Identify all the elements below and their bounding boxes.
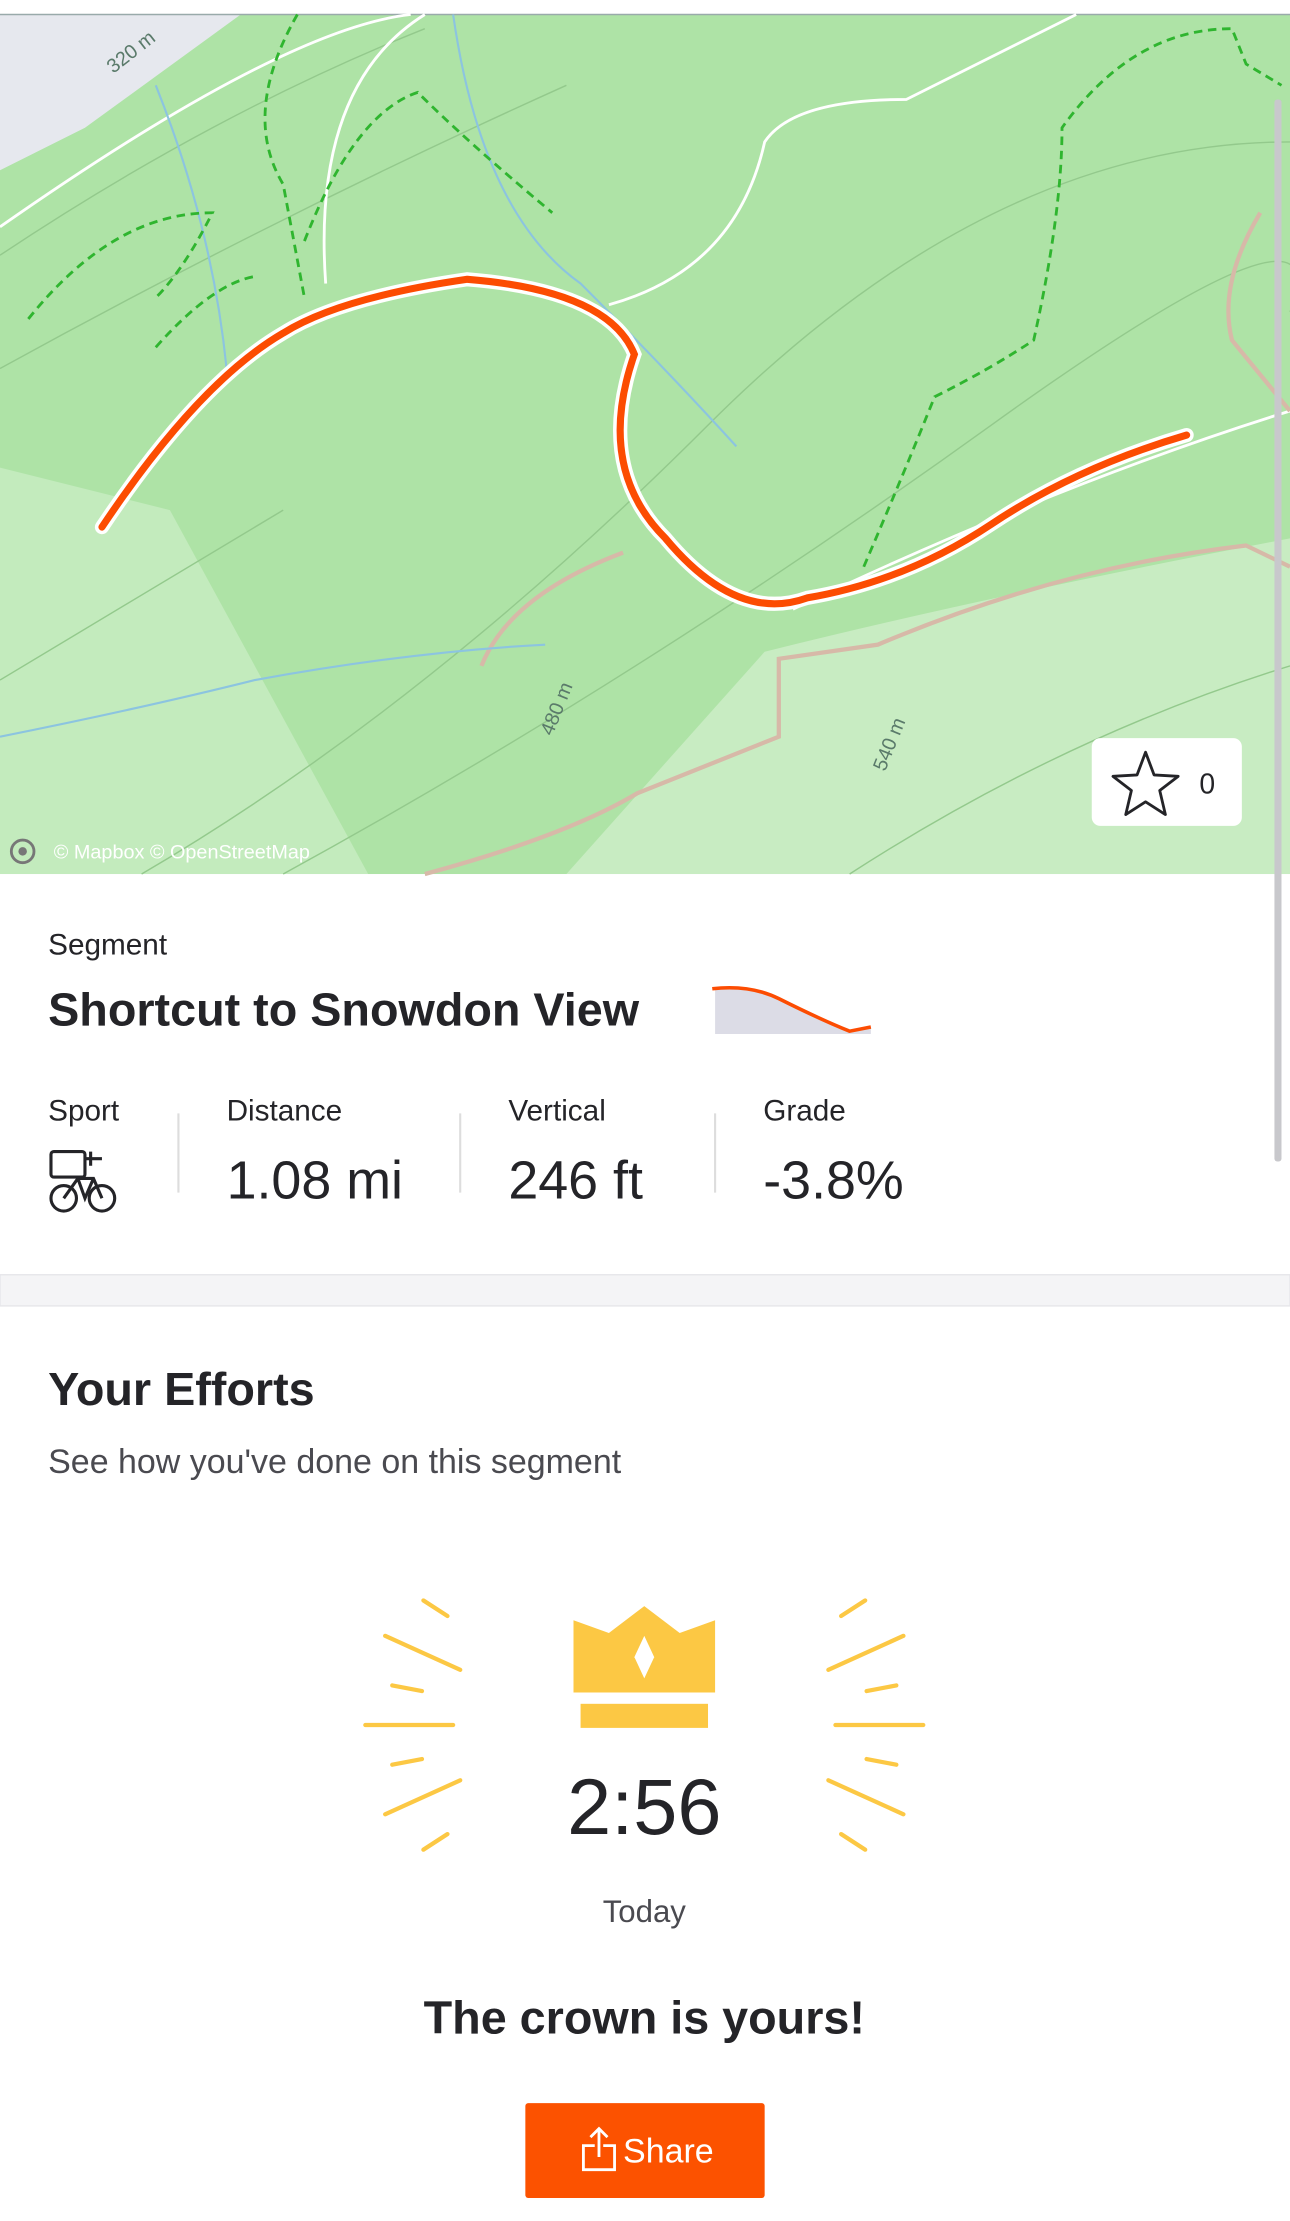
mapbox-logo-part [18,847,27,856]
map-part-part [849,665,1290,875]
elevation-profile-part [715,986,871,1035]
star-button-part [1111,750,1180,816]
elevation-profile [712,985,872,1035]
map-part-part [424,543,1290,877]
stat-label: Sport [48,1094,120,1127]
stat-label: Distance [227,1094,343,1127]
crown-message: The crown is yours! [424,1992,865,2044]
crown-rays-part [826,1633,906,1672]
map-part-part [322,13,426,284]
ebike-icon-part [62,1176,104,1203]
crown-icon-part [634,1635,655,1679]
ebike-icon-part [49,1150,87,1179]
attribution[interactable]: © Mapbox © OpenStreetMap [54,841,310,863]
scrollbar [1274,99,1282,1162]
crown-rays-part [390,1683,425,1694]
share-button-part [581,2126,616,2172]
map-part-part [0,27,426,256]
map-part [27,13,1283,568]
map-part-part [303,90,554,242]
map-part-part [862,27,1283,568]
crown-rays-part [864,1683,899,1694]
ebike-icon-part [87,1183,117,1213]
crown-rays-part [838,1831,868,1852]
map-part-part [0,13,411,229]
map-part-part [1226,211,1290,413]
crown-rays-part [390,1756,425,1767]
star-button[interactable] [1091,738,1242,826]
effort-date: Today [603,1894,687,1929]
map-part-part [263,13,306,298]
segment-label: Segment [48,929,168,962]
map-part-part [141,141,1290,875]
crown-rays-part [838,1598,868,1619]
map-part-part [154,275,256,349]
section-separator [0,1274,1290,1307]
map-part-part [0,509,284,681]
stat-divider [177,1113,717,1193]
stat-value: 246 ft [508,1150,643,1210]
crown-icon-part [580,1703,709,1728]
map-part-part [452,14,738,448]
crown-rays [363,1598,926,1852]
stat-value: 1.08 mi [227,1150,403,1210]
stat-value: -3.8% [763,1150,904,1210]
map-part-part [0,84,567,370]
effort-time: 2:56 [567,1762,721,1851]
crown-rays-part [826,1778,906,1817]
map-part-part [608,13,1077,307]
map-part-part [154,84,228,369]
crown-rays-part [383,1633,463,1672]
stat-label: Grade [763,1094,846,1127]
mapbox-logo[interactable] [9,838,36,865]
ebike-icon-part [49,1183,79,1213]
efforts-subtitle: See how you've done on this segment [48,1443,622,1481]
star-count: 0 [1199,768,1215,800]
crown-rays-part [864,1756,899,1767]
crown-rays-part [421,1598,450,1619]
mapbox-logo-part [9,838,36,865]
star-button-part [1091,738,1242,826]
ebike-icon [49,1150,117,1213]
elevation-profile-part [712,985,872,1034]
share-label[interactable]: Share [623,2133,714,2171]
stat-label: Vertical [508,1094,605,1127]
share-button[interactable] [525,2103,765,2199]
map-part [0,14,738,738]
map-part-part [0,643,546,738]
crown-icon [573,1606,716,1728]
map-part [0,467,369,875]
crown-rays-part [421,1831,450,1852]
map-part [98,275,1191,608]
segment-name: Shortcut to Snowdon View [48,984,640,1036]
ebike-icon-part [84,1151,102,1166]
map-part [0,14,241,171]
share-button-part [525,2103,765,2199]
map-part-part [27,211,215,320]
efforts-title: Your Efforts [48,1363,314,1415]
crown-rays-part [383,1778,463,1817]
